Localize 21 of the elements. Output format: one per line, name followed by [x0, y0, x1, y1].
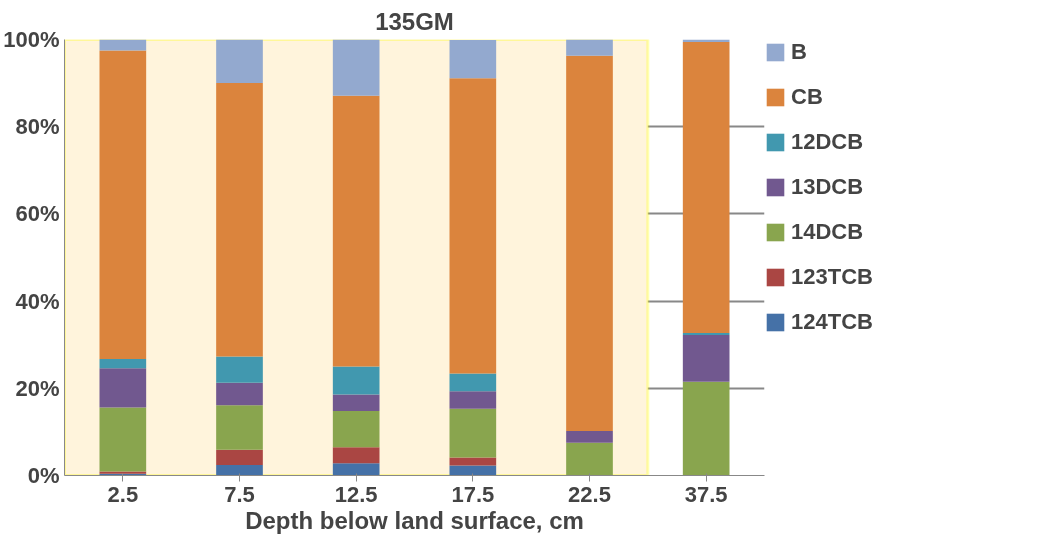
x-tick-label: 17.5 — [451, 481, 495, 507]
chart-title: 135GM — [375, 7, 454, 35]
y-tick-label: 20% — [15, 375, 60, 401]
legend-label: 124TCB — [791, 309, 873, 335]
x-tick-label: 2.5 — [107, 481, 139, 507]
y-tick-label: 100% — [3, 27, 60, 52]
y-tick-label: 40% — [15, 288, 60, 314]
legend-label: CB — [791, 84, 823, 110]
legend-label: 12DCB — [791, 129, 864, 155]
legend-label: B — [791, 39, 808, 65]
legend-label: 13DCB — [791, 174, 864, 200]
y-tick-label: 0% — [27, 463, 60, 488]
y-tick-label: 80% — [15, 114, 60, 140]
y-tick-label: 60% — [15, 201, 60, 227]
legend-label: 14DCB — [791, 219, 864, 245]
legend-label: 123TCB — [791, 264, 873, 290]
x-tick-label: 12.5 — [334, 481, 378, 507]
x-tick-label: 7.5 — [224, 481, 255, 507]
x-axis-title: Depth below land surface, cm — [245, 506, 584, 534]
x-tick-label: 37.5 — [684, 481, 728, 507]
x-tick-label: 22.5 — [568, 481, 611, 507]
